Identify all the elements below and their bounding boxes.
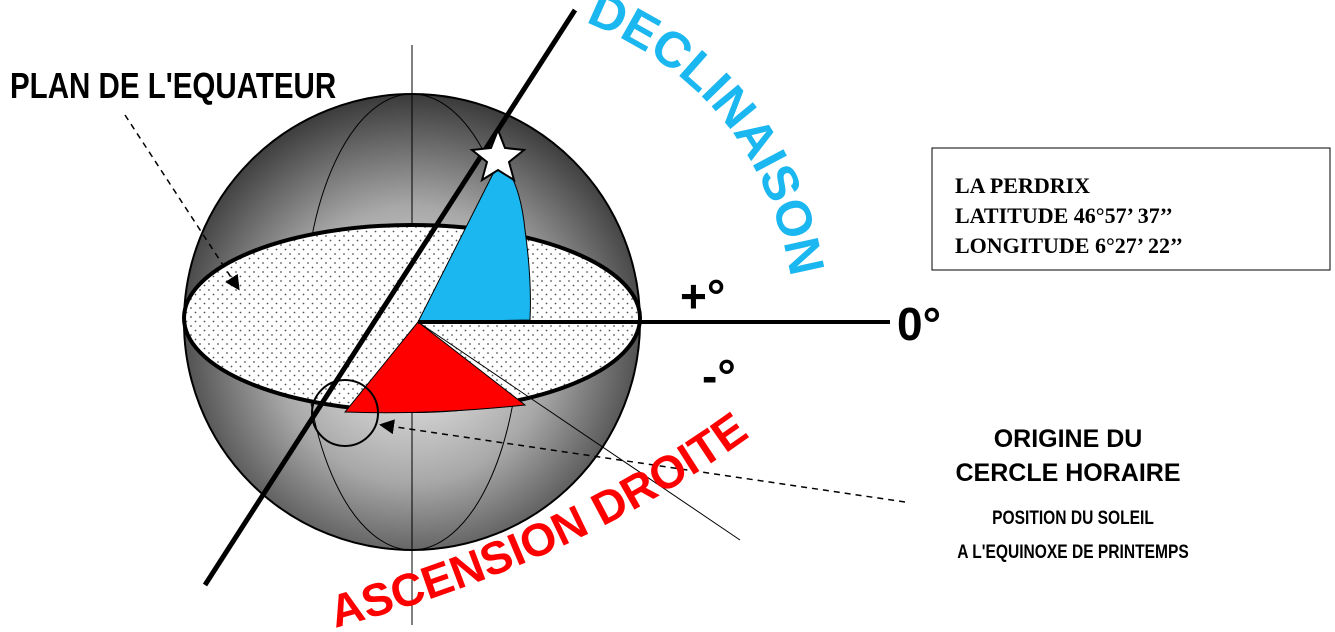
equator-arrow (124, 114, 240, 291)
info-line: LATITUDE 46°57’ 37’’ (955, 203, 1173, 228)
star (469, 127, 527, 183)
zero-label: 0° (897, 298, 941, 350)
equator-label: PLAN DE L'EQUATEUR (10, 65, 336, 105)
hour-line (417, 321, 741, 541)
plus-label: +° (680, 270, 725, 322)
origin-subtitle: POSITION DU SOLEIL (992, 507, 1154, 529)
minus-label: -° (702, 350, 736, 402)
origin-title: ORIGINE DU (994, 425, 1143, 453)
origin-arrow (379, 419, 906, 503)
polar-axis (202, 8, 578, 587)
origin-title: CERCLE HORAIRE (955, 459, 1180, 487)
right-ascension-sector (343, 321, 527, 414)
info-line: LA PERDRIX (955, 173, 1090, 198)
info-box (931, 147, 1331, 271)
origin-circle (311, 379, 379, 447)
origin-subtitle: A L'EQUINOXE DE PRINTEMPS (957, 541, 1188, 563)
info-line: LONGITUDE 6°27’ 22’’ (955, 233, 1183, 258)
